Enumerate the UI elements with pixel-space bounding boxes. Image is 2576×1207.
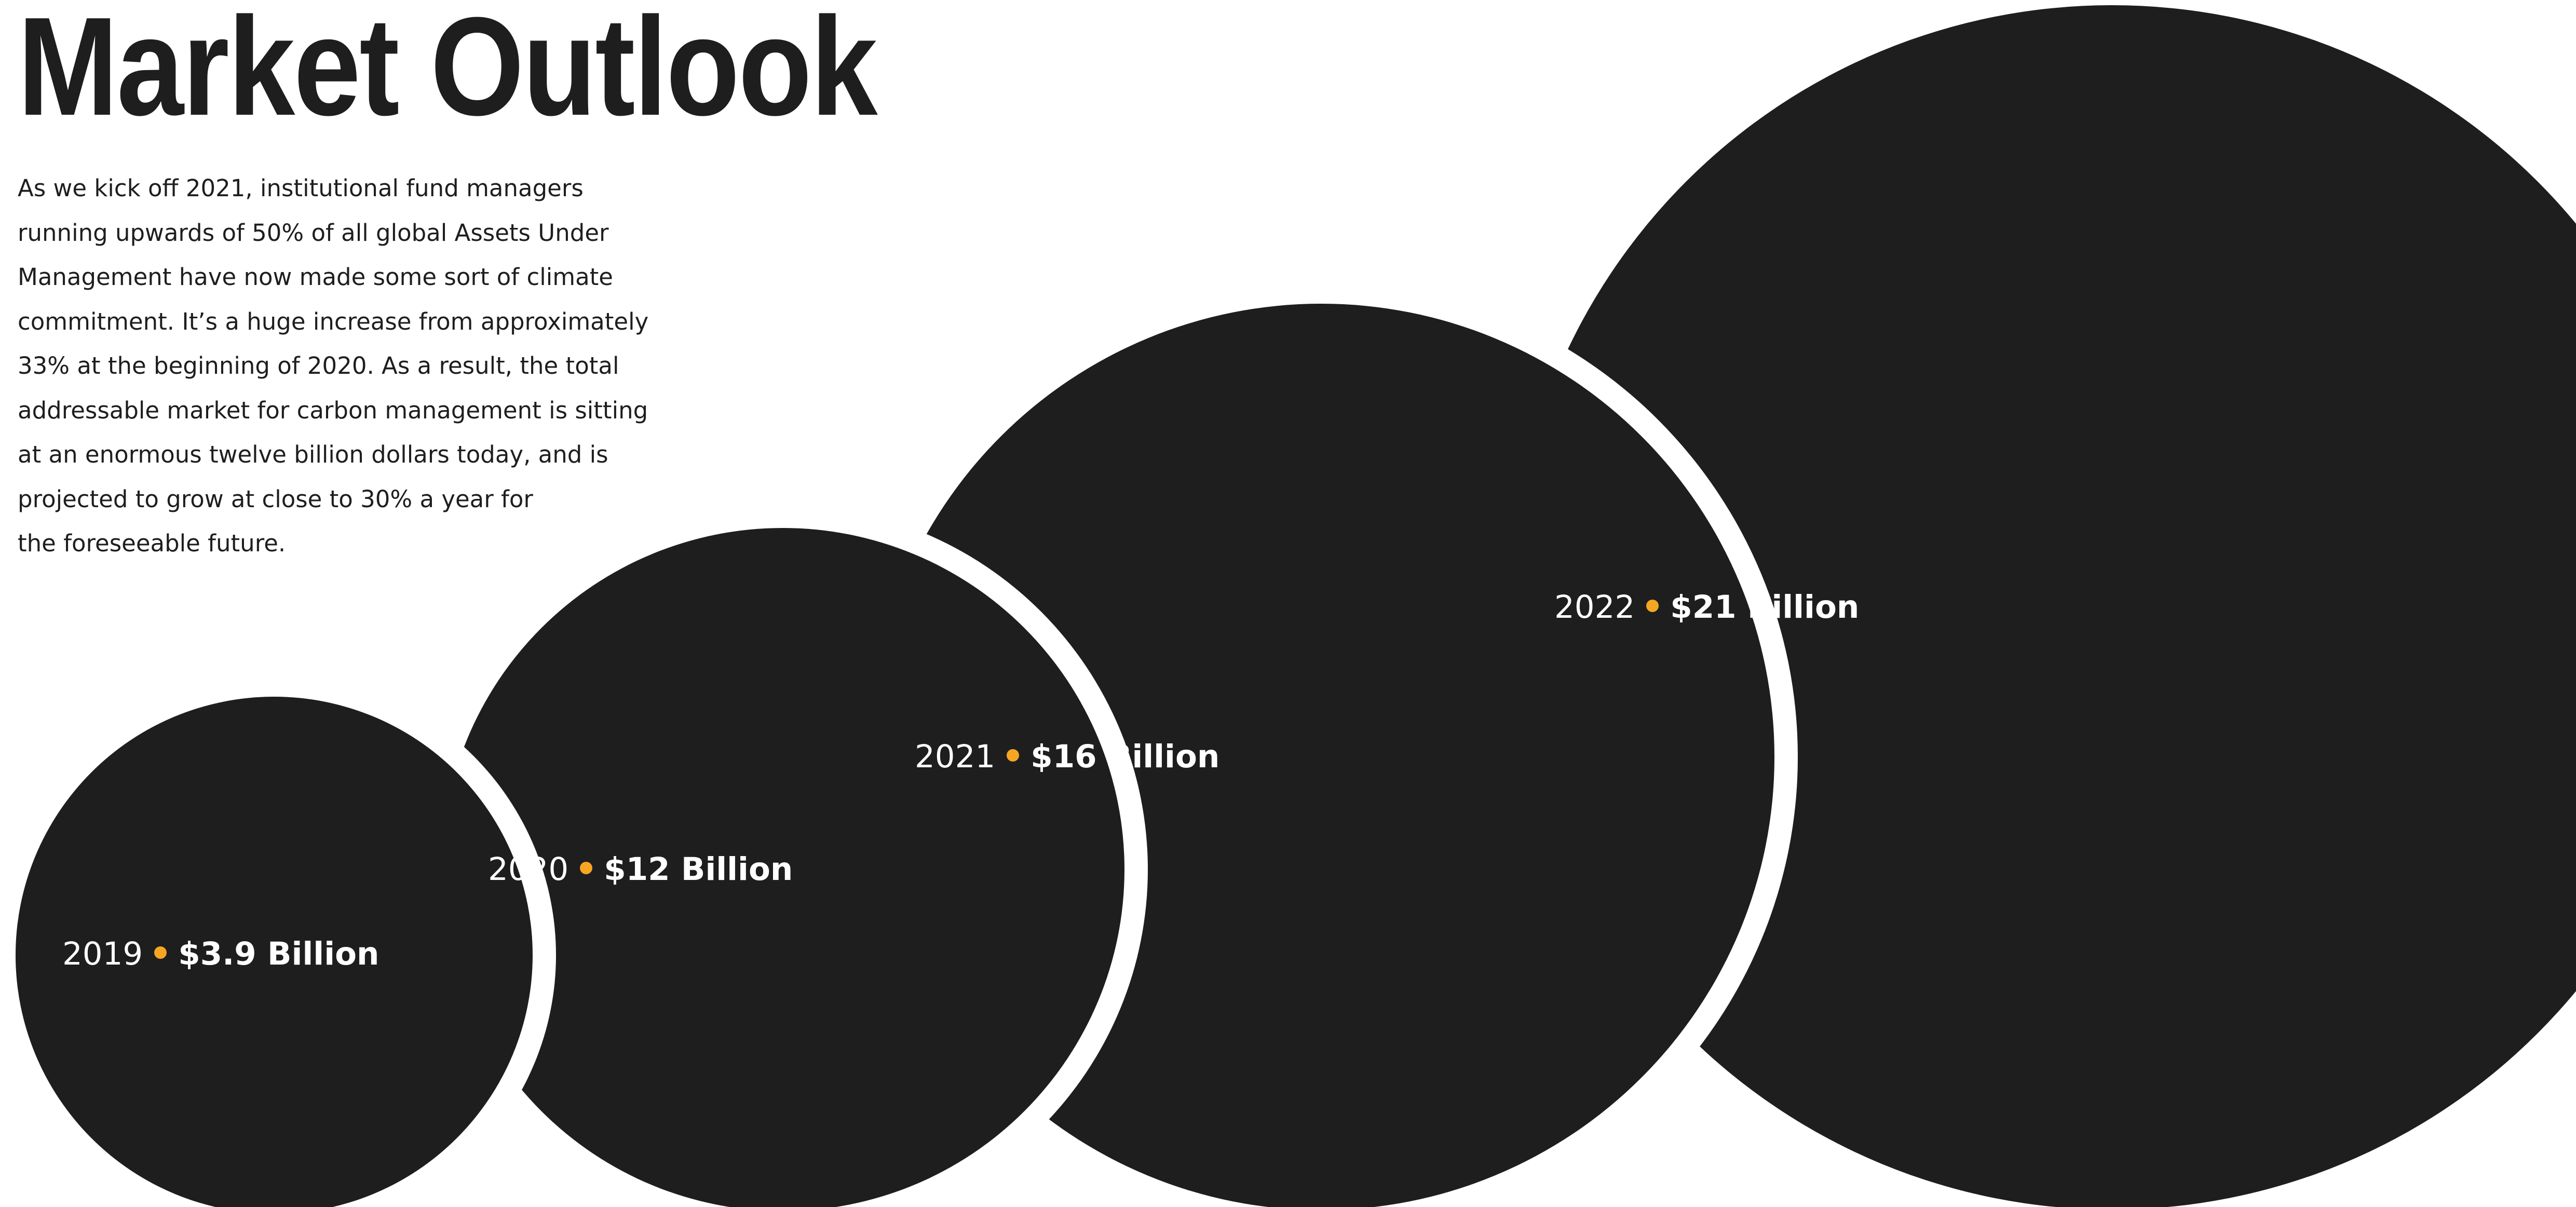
intro-line: projected to grow at close to 30% a year… — [18, 485, 533, 513]
year-label: 2019 — [62, 935, 143, 972]
value-label: $16 Billion — [1031, 738, 1220, 775]
separator-dot-icon — [1007, 749, 1020, 762]
intro-line: commitment. It’s a huge increase from ap… — [18, 307, 649, 335]
value-label: $21 Billion — [1670, 589, 1860, 626]
intro-line: 33% at the beginning of 2020. As a resul… — [18, 352, 619, 379]
year-label: 2022 — [1554, 589, 1635, 626]
bubble-2020 — [441, 528, 1124, 1207]
intro-line: the foreseeable future. — [18, 530, 286, 557]
intro-line: at an enormous twelve billion dollars to… — [18, 441, 608, 468]
separator-dot-icon — [154, 946, 167, 959]
separator-dot-icon — [580, 862, 593, 875]
intro-line: As we kick off 2021, institutional fund … — [18, 174, 584, 202]
year-label: 2021 — [915, 738, 996, 775]
value-label: $12 Billion — [604, 851, 793, 888]
intro-line: running upwards of 50% of all global Ass… — [18, 219, 609, 247]
page-title: Market Outlook — [18, 0, 878, 145]
bubble-label-2020: 2020 $12 Billion — [488, 853, 793, 885]
bubble-label-2019: 2019 $3.9 Billion — [62, 938, 379, 970]
bubble-label-2021: 2021 $16 Billion — [915, 741, 1219, 772]
year-label: 2020 — [488, 851, 569, 888]
separator-dot-icon — [1646, 600, 1659, 613]
intro-line: Management have now made some sort of cl… — [18, 263, 613, 291]
bubble-label-2022: 2022 $21 Billion — [1554, 591, 1859, 623]
value-label: $3.9 Billion — [178, 935, 379, 972]
intro-line: addressable market for carbon management… — [18, 396, 648, 424]
intro-paragraph: As we kick off 2021, institutional fund … — [18, 166, 656, 566]
bubble-2019 — [16, 697, 533, 1207]
